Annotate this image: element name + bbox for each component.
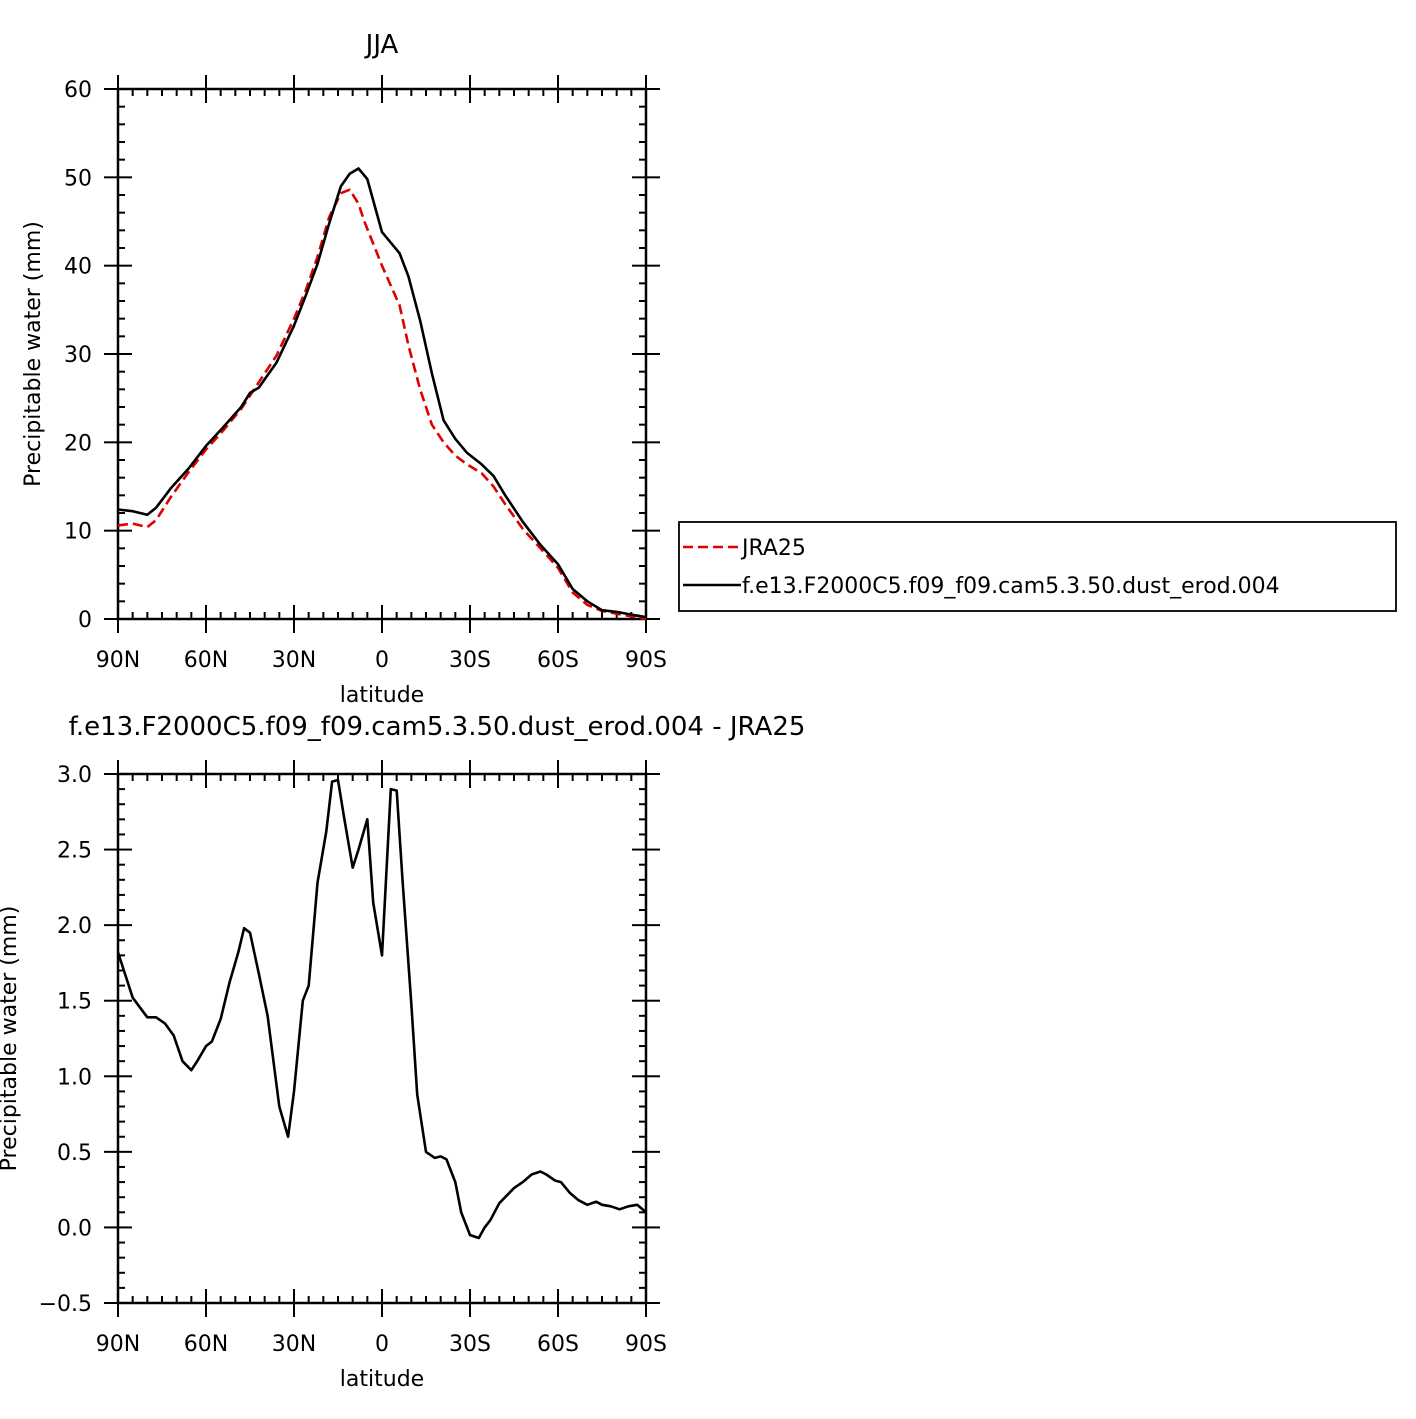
y-tick-label: 0.0	[57, 1216, 92, 1241]
x-tick-label: 60S	[537, 1332, 579, 1357]
y-tick-label: 2.5	[57, 839, 92, 864]
y-tick-label: 30	[64, 343, 92, 368]
x-tick-label: 90S	[625, 1332, 667, 1357]
x-axis-label: latitude	[340, 1367, 424, 1392]
series-line-jra25	[117, 188, 647, 621]
y-axis-label: Precipitable water (mm)	[21, 221, 46, 487]
y-tick-label: 0.5	[57, 1141, 92, 1166]
axes: 90N 60N 30N 0 30S 60S 90S −0.5 0.0 0.5 1.0 1.5 2.0 2.…	[39, 760, 667, 1357]
legend-box	[678, 521, 1397, 612]
x-tick-label: 60N	[184, 648, 228, 673]
y-tick-label: 1.0	[57, 1065, 92, 1090]
top-chart-panel: JJA 90N 60N 30N 0 30S 60S 90S 0 10 20 30 40 50 60 latit…	[21, 30, 667, 708]
bottom-chart-panel: f.e13.F2000C5.f09_f09.cam5.3.50.dust_ero…	[0, 712, 805, 1392]
chart-title: JJA	[364, 30, 399, 60]
legend: JRA25 f.e13.F2000C5.f09_f09.cam5.3.50.dus…	[678, 521, 1397, 612]
x-tick-label: 90N	[96, 648, 140, 673]
y-tick-label: 60	[64, 78, 92, 103]
x-tick-label: 60S	[537, 648, 579, 673]
x-tick-label: 60N	[184, 1332, 228, 1357]
y-tick-label: −0.5	[39, 1292, 92, 1317]
y-tick-label: 10	[64, 520, 92, 545]
x-tick-label: 0	[375, 1332, 389, 1357]
y-tick-label: 20	[64, 431, 92, 456]
series-line-difference	[116, 778, 647, 1240]
chart-title: f.e13.F2000C5.f09_f09.cam5.3.50.dust_ero…	[69, 712, 806, 742]
x-tick-label: 30S	[449, 648, 491, 673]
y-tick-label: 0	[78, 608, 92, 633]
x-tick-label: 0	[375, 648, 389, 673]
y-tick-label: 2.0	[57, 914, 92, 939]
legend-entry: JRA25	[740, 536, 806, 561]
legend-entry: f.e13.F2000C5.f09_f09.cam5.3.50.dust_ero…	[742, 574, 1280, 599]
y-axis-label: Precipitable water (mm)	[0, 906, 22, 1172]
x-tick-label: 30N	[272, 648, 316, 673]
x-tick-label: 90S	[625, 648, 667, 673]
x-tick-label: 90N	[96, 1332, 140, 1357]
x-tick-label: 30N	[272, 1332, 316, 1357]
y-tick-label: 50	[64, 166, 92, 191]
x-axis-label: latitude	[340, 683, 424, 708]
y-tick-label: 3.0	[57, 763, 92, 788]
axes: 90N 60N 30N 0 30S 60S 90S 0 10 20 30 40 50 60	[64, 75, 667, 673]
y-tick-label: 40	[64, 255, 92, 280]
plot-frame	[116, 87, 648, 621]
y-tick-label: 1.5	[57, 990, 92, 1015]
x-tick-label: 30S	[449, 1332, 491, 1357]
series-line-model	[117, 167, 647, 619]
plot-frame	[116, 772, 648, 1305]
